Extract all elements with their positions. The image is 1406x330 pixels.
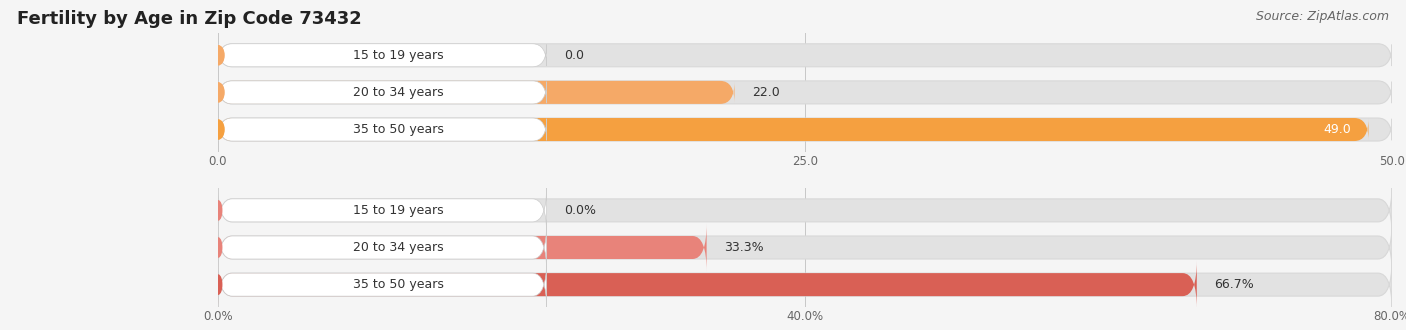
FancyBboxPatch shape	[218, 44, 547, 67]
Text: 33.3%: 33.3%	[724, 241, 763, 254]
FancyBboxPatch shape	[218, 81, 734, 104]
Text: 20 to 34 years: 20 to 34 years	[353, 241, 444, 254]
FancyBboxPatch shape	[218, 223, 707, 272]
FancyBboxPatch shape	[218, 260, 1392, 309]
FancyBboxPatch shape	[218, 223, 1392, 272]
Text: 15 to 19 years: 15 to 19 years	[353, 49, 444, 62]
FancyBboxPatch shape	[218, 186, 1392, 235]
Circle shape	[212, 120, 224, 139]
FancyBboxPatch shape	[218, 223, 547, 272]
FancyBboxPatch shape	[218, 81, 547, 104]
Circle shape	[214, 238, 222, 257]
Text: 49.0: 49.0	[1323, 123, 1351, 136]
Text: 0.0: 0.0	[564, 49, 585, 62]
Text: Fertility by Age in Zip Code 73432: Fertility by Age in Zip Code 73432	[17, 10, 361, 28]
Text: 66.7%: 66.7%	[1215, 278, 1254, 291]
FancyBboxPatch shape	[218, 81, 1392, 104]
Text: 35 to 50 years: 35 to 50 years	[353, 123, 444, 136]
FancyBboxPatch shape	[218, 186, 547, 235]
Circle shape	[212, 83, 224, 102]
Text: 20 to 34 years: 20 to 34 years	[353, 86, 444, 99]
FancyBboxPatch shape	[218, 118, 547, 141]
Text: 35 to 50 years: 35 to 50 years	[353, 278, 444, 291]
Text: 22.0: 22.0	[752, 86, 780, 99]
Circle shape	[214, 201, 222, 220]
Text: 0.0%: 0.0%	[564, 204, 596, 217]
Circle shape	[212, 46, 224, 65]
Text: Source: ZipAtlas.com: Source: ZipAtlas.com	[1256, 10, 1389, 23]
FancyBboxPatch shape	[218, 118, 1368, 141]
Text: 15 to 19 years: 15 to 19 years	[353, 204, 444, 217]
FancyBboxPatch shape	[218, 260, 547, 309]
FancyBboxPatch shape	[218, 260, 1197, 309]
FancyBboxPatch shape	[218, 44, 1392, 67]
FancyBboxPatch shape	[218, 118, 1392, 141]
Circle shape	[214, 275, 222, 294]
